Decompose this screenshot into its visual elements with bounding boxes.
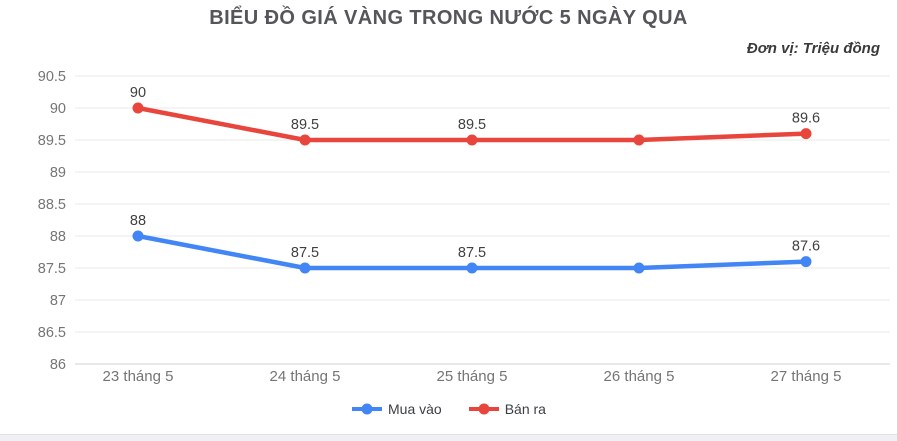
data-point-label: 87.6 — [792, 239, 820, 255]
data-point[interactable] — [132, 102, 144, 114]
legend-label-mua-vao: Mua vào — [388, 401, 442, 417]
data-point-label: 90 — [130, 85, 146, 101]
data-point-label: 88 — [130, 213, 146, 229]
y-axis-tick-label: 86.5 — [38, 325, 66, 341]
data-point[interactable] — [299, 262, 311, 274]
y-axis-tick-label: 90.5 — [38, 69, 66, 85]
legend-label-ban-ra: Bán ra — [504, 401, 546, 417]
y-axis-tick-label: 89 — [50, 165, 66, 181]
data-point[interactable] — [132, 230, 144, 242]
data-point[interactable] — [800, 256, 812, 268]
legend-marker-mua-vao-icon — [352, 403, 383, 415]
y-axis-tick-label: 90 — [50, 101, 66, 117]
x-axis-tick-label: 25 tháng 5 — [437, 368, 508, 385]
legend-marker-ban-ra-icon — [468, 403, 499, 415]
x-axis-tick-label: 27 tháng 5 — [771, 368, 842, 385]
data-point-label: 87.5 — [458, 245, 486, 261]
data-point[interactable] — [466, 134, 478, 146]
y-axis-tick-label: 87 — [50, 293, 66, 309]
data-point[interactable] — [633, 262, 645, 274]
data-point-label: 87.5 — [291, 245, 319, 261]
data-point[interactable] — [466, 262, 478, 274]
x-axis-tick-label: 26 tháng 5 — [604, 368, 675, 385]
data-point-label: 89.6 — [792, 111, 820, 127]
y-axis-tick-label: 88 — [50, 229, 66, 245]
y-axis-tick-label: 86 — [50, 357, 66, 373]
legend-item-mua-vao[interactable]: Mua vào — [351, 401, 442, 417]
chart-subtitle: Đơn vị: Triệu đồng — [746, 40, 880, 57]
y-axis-tick-label: 87.5 — [38, 261, 66, 277]
data-point-label: 89.5 — [291, 117, 319, 133]
y-axis-tick-label: 89.5 — [38, 133, 66, 149]
data-point[interactable] — [633, 134, 645, 146]
x-axis-tick-label: 24 tháng 5 — [270, 368, 341, 385]
x-axis-tick-label: 23 tháng 5 — [103, 368, 174, 385]
chart-title: BIỂU ĐỒ GIÁ VÀNG TRONG NƯỚC 5 NGÀY QUA — [209, 7, 688, 29]
data-point[interactable] — [299, 134, 311, 146]
data-point-label: 89.5 — [458, 117, 486, 133]
legend-item-ban-ra[interactable]: Bán ra — [468, 401, 546, 417]
bottom-edge-strip — [0, 434, 897, 441]
data-point[interactable] — [800, 128, 812, 140]
chart-legend: Mua vào Bán ra — [0, 398, 897, 420]
y-axis-tick-label: 88.5 — [38, 197, 66, 213]
